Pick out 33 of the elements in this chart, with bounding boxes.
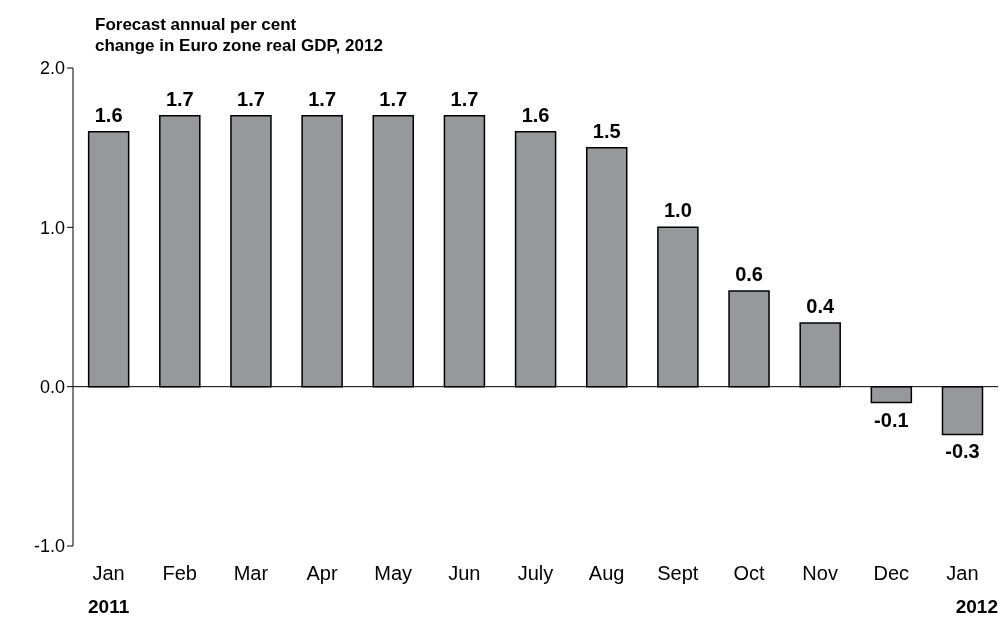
x-tick-label: Apr	[306, 562, 338, 585]
x-tick-label: Dec	[873, 562, 910, 585]
text: 2012	[955, 596, 998, 618]
x-tick-label: May	[374, 562, 413, 585]
y-tick-label: -1.0	[33, 536, 65, 557]
data-label: 1.0	[663, 199, 692, 222]
data-label: 1.7	[379, 87, 408, 110]
y-tick-label: 2.0	[39, 58, 65, 79]
x-tick-label: Oct	[733, 562, 765, 585]
x-tick-label: Feb	[162, 562, 197, 585]
data-label: 0.6	[735, 263, 763, 286]
data-label: 0.4	[806, 294, 835, 317]
chart-title: Forecast annual per cent change in Euro zone real GDP, 2012	[95, 14, 384, 56]
data-label: 1.6	[521, 103, 550, 126]
data-label: 1.7	[450, 87, 479, 110]
data-label: 1.7	[308, 87, 337, 110]
x-tick-label: July	[517, 562, 554, 585]
x-tick-label: Mar	[233, 562, 269, 585]
data-label: 1.6	[94, 103, 123, 126]
y-tick-label: 1.0	[39, 217, 65, 238]
data-label: -0.1	[874, 408, 909, 431]
x-tick-label: Jun	[448, 562, 481, 585]
text: 2011	[88, 596, 130, 618]
x-tick-label: Aug	[588, 562, 625, 585]
x-tick-label: Jan	[946, 562, 979, 585]
y-tick-label: 0.0	[39, 377, 65, 398]
data-label: 1.7	[165, 87, 194, 110]
x-tick-label: Nov	[802, 562, 838, 585]
data-label: 1.7	[237, 87, 265, 110]
data-label: -0.3	[945, 440, 980, 463]
x-tick-label: Jan	[92, 562, 125, 585]
x-tick-label: Sept	[657, 562, 699, 585]
data-label: 1.5	[592, 119, 621, 142]
